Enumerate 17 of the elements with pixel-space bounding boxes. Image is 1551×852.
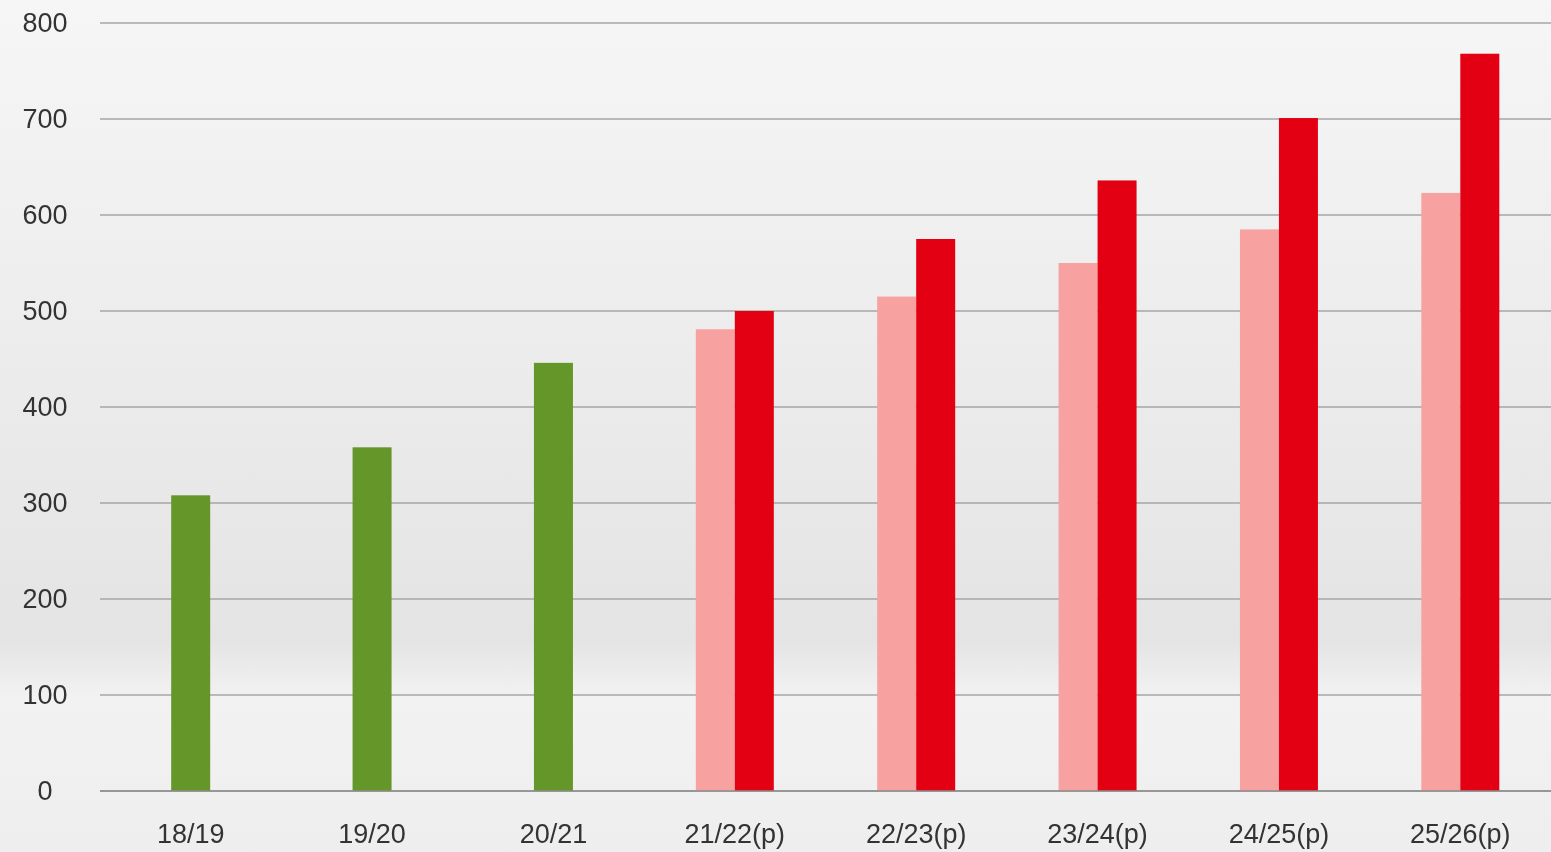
x-tick-label: 21/22(p) bbox=[684, 819, 786, 849]
y-tick-label: 800 bbox=[22, 8, 68, 38]
y-tick-label: 300 bbox=[22, 488, 68, 518]
x-tick-label: 18/19 bbox=[156, 819, 225, 849]
x-tick-label: 25/26(p) bbox=[1410, 819, 1511, 849]
y-tick-label: 200 bbox=[22, 584, 68, 614]
x-tick-label: 24/25(p) bbox=[1228, 819, 1330, 849]
y-tick-label: 600 bbox=[22, 200, 68, 230]
y-tick-label: 100 bbox=[22, 680, 68, 710]
y-tick-label: 700 bbox=[22, 104, 68, 134]
y-tick-label: 0 bbox=[37, 776, 53, 806]
y-tick-label: 500 bbox=[22, 296, 68, 326]
x-tick-label: 19/20 bbox=[338, 819, 406, 849]
x-tick-label: 23/24(p) bbox=[1047, 819, 1148, 849]
y-tick-label: 400 bbox=[22, 392, 68, 422]
x-tick-label: 20/21 bbox=[519, 819, 588, 849]
x-tick-label: 22/23(p) bbox=[865, 819, 967, 849]
